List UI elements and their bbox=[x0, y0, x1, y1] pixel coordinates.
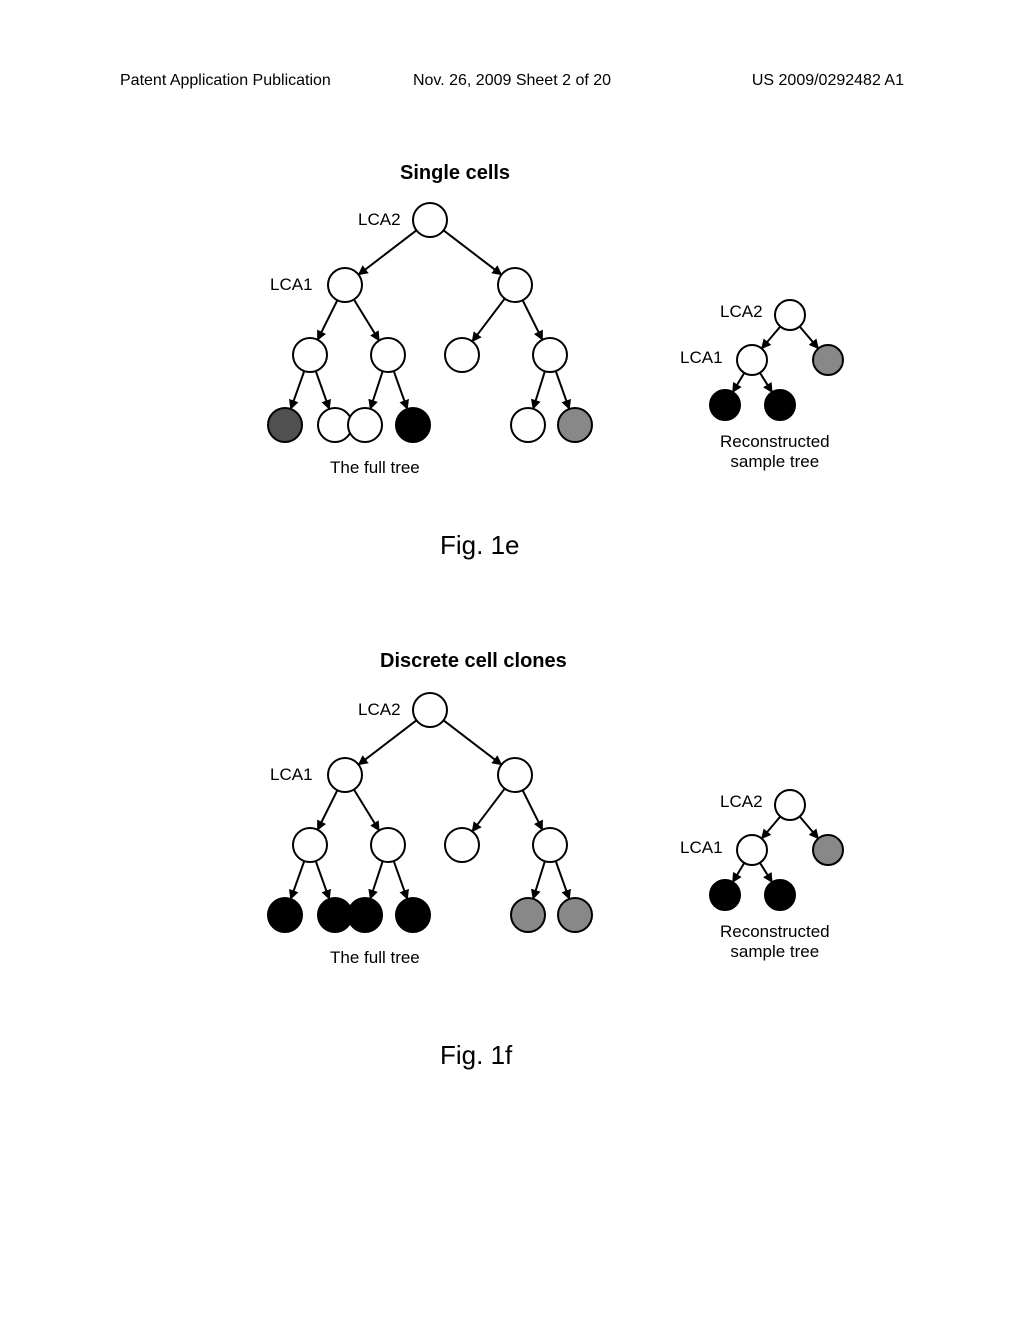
fig-e-recon-caption: Reconstructed sample tree bbox=[720, 432, 830, 472]
fig-e-recon-lca2: LCA2 bbox=[720, 302, 763, 322]
fig-f-lca1: LCA1 bbox=[270, 765, 313, 785]
fig-e-label: Fig. 1e bbox=[440, 530, 520, 561]
header-right: US 2009/0292482 A1 bbox=[643, 72, 904, 90]
fig-f-recon-lca1: LCA1 bbox=[680, 838, 723, 858]
fig-f-recon-caption: Reconstructed sample tree bbox=[720, 922, 830, 962]
fig-f-title: Discrete cell clones bbox=[380, 650, 567, 673]
fig-f-label: Fig. 1f bbox=[440, 1040, 512, 1071]
fig-e-full-caption: The full tree bbox=[330, 458, 420, 478]
header-left: Patent Application Publication bbox=[120, 72, 381, 90]
fig-f-full-tree bbox=[130, 680, 630, 950]
fig-e-lca2: LCA2 bbox=[358, 210, 401, 230]
fig-e-title: Single cells bbox=[400, 162, 510, 185]
fig-e-lca1: LCA1 bbox=[270, 275, 313, 295]
fig-e-recon-lca1: LCA1 bbox=[680, 348, 723, 368]
fig-f-recon-lca2: LCA2 bbox=[720, 792, 763, 812]
fig-e-full-tree bbox=[130, 190, 630, 460]
fig-f-full-caption: The full tree bbox=[330, 948, 420, 968]
page-header: Patent Application Publication Nov. 26, … bbox=[0, 72, 1024, 90]
fig-f-lca2: LCA2 bbox=[358, 700, 401, 720]
header-center: Nov. 26, 2009 Sheet 2 of 20 bbox=[381, 72, 642, 90]
